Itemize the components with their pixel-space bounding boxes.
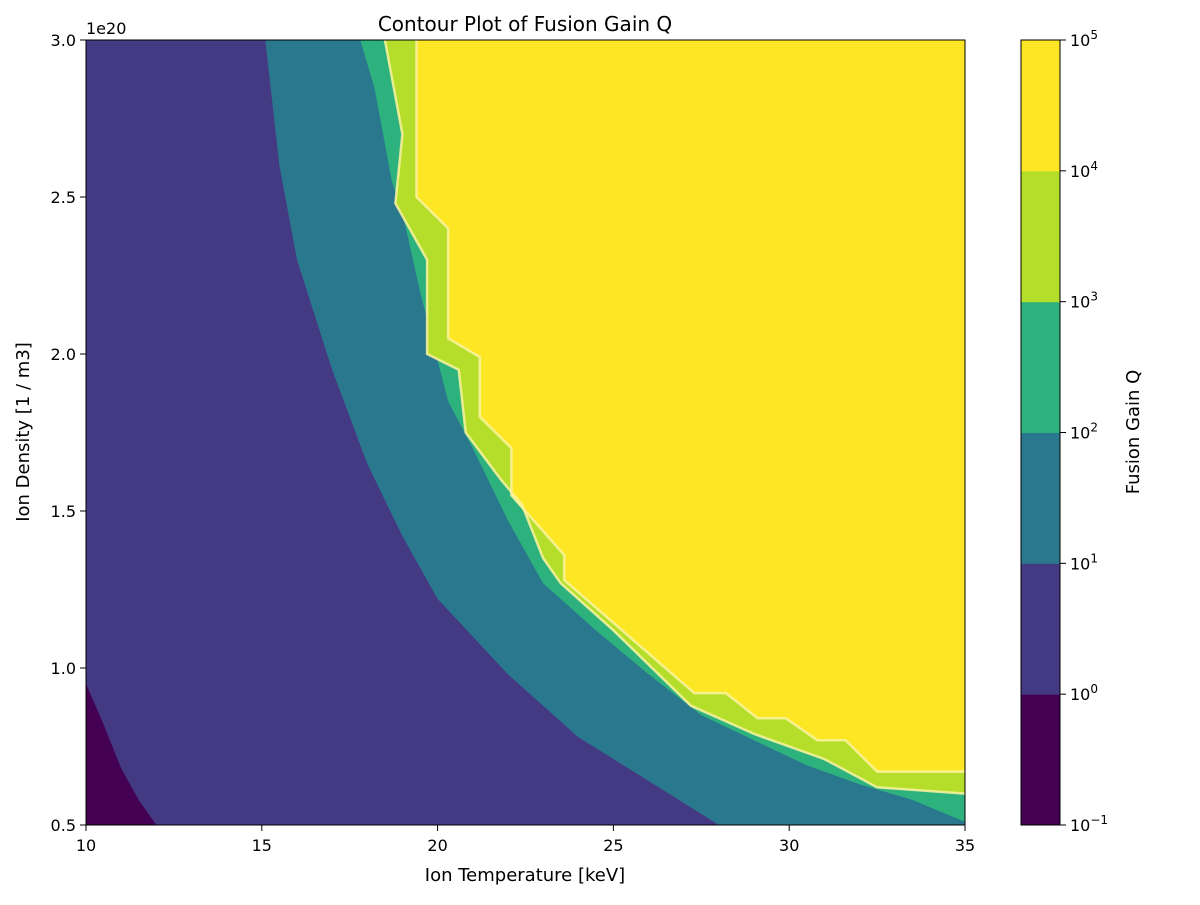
colorbar-tick-label: 104: [1070, 159, 1098, 181]
x-tick-label: 20: [427, 836, 447, 855]
colorbar-tick-label: 10−1: [1070, 813, 1108, 835]
y-tick-label: 0.5: [51, 816, 76, 835]
x-tick-label: 30: [779, 836, 799, 855]
colorbar-tick-label: 105: [1070, 28, 1098, 50]
colorbar-band-4: [1021, 170, 1060, 303]
colorbar-label: Fusion Gain Q: [1123, 370, 1144, 495]
colorbar-tick-label: 102: [1070, 421, 1098, 443]
y-tick-label: 1.5: [51, 502, 76, 521]
colorbar-band-2: [1021, 432, 1060, 564]
colorbar-tick-label: 101: [1070, 551, 1098, 573]
y-axis-label: Ion Density [1 / m3]: [13, 342, 34, 522]
x-tick-label: 35: [955, 836, 975, 855]
colorbar-tick-label: 103: [1070, 290, 1098, 312]
x-axis-label: Ion Temperature [keV]: [425, 865, 625, 886]
y-tick-label: 2.0: [51, 345, 76, 364]
region-q-above-10000: [416, 40, 965, 772]
y-tick-label: 1.0: [51, 659, 76, 678]
y-tick-label: 2.5: [51, 188, 76, 207]
colorbar-tick-label: 100: [1070, 682, 1098, 704]
x-tick-label: 10: [76, 836, 96, 855]
x-tick-label: 15: [252, 836, 272, 855]
chart-title: Contour Plot of Fusion Gain Q: [378, 12, 672, 36]
y-tick-label: 3.0: [51, 31, 76, 50]
colorbar-band-1: [1021, 563, 1060, 695]
axes: 10 15 20 25 30 35 0.5 1.0 1.5 2.0 2.5 3.0: [51, 31, 976, 855]
colorbar: 10−1 100 101 102 103 104 105: [1020, 28, 1108, 835]
plot-frame: [85, 39, 966, 826]
plot-area: [86, 40, 965, 825]
colorbar-band-5: [1021, 40, 1060, 172]
y-offset-label: 1e20: [86, 19, 126, 38]
colorbar-band-0: [1021, 694, 1060, 826]
x-tick-label: 25: [603, 836, 623, 855]
colorbar-band-3: [1021, 301, 1060, 433]
contour-line-10000: [415, 40, 965, 773]
contour-line-1000: [383, 40, 965, 795]
